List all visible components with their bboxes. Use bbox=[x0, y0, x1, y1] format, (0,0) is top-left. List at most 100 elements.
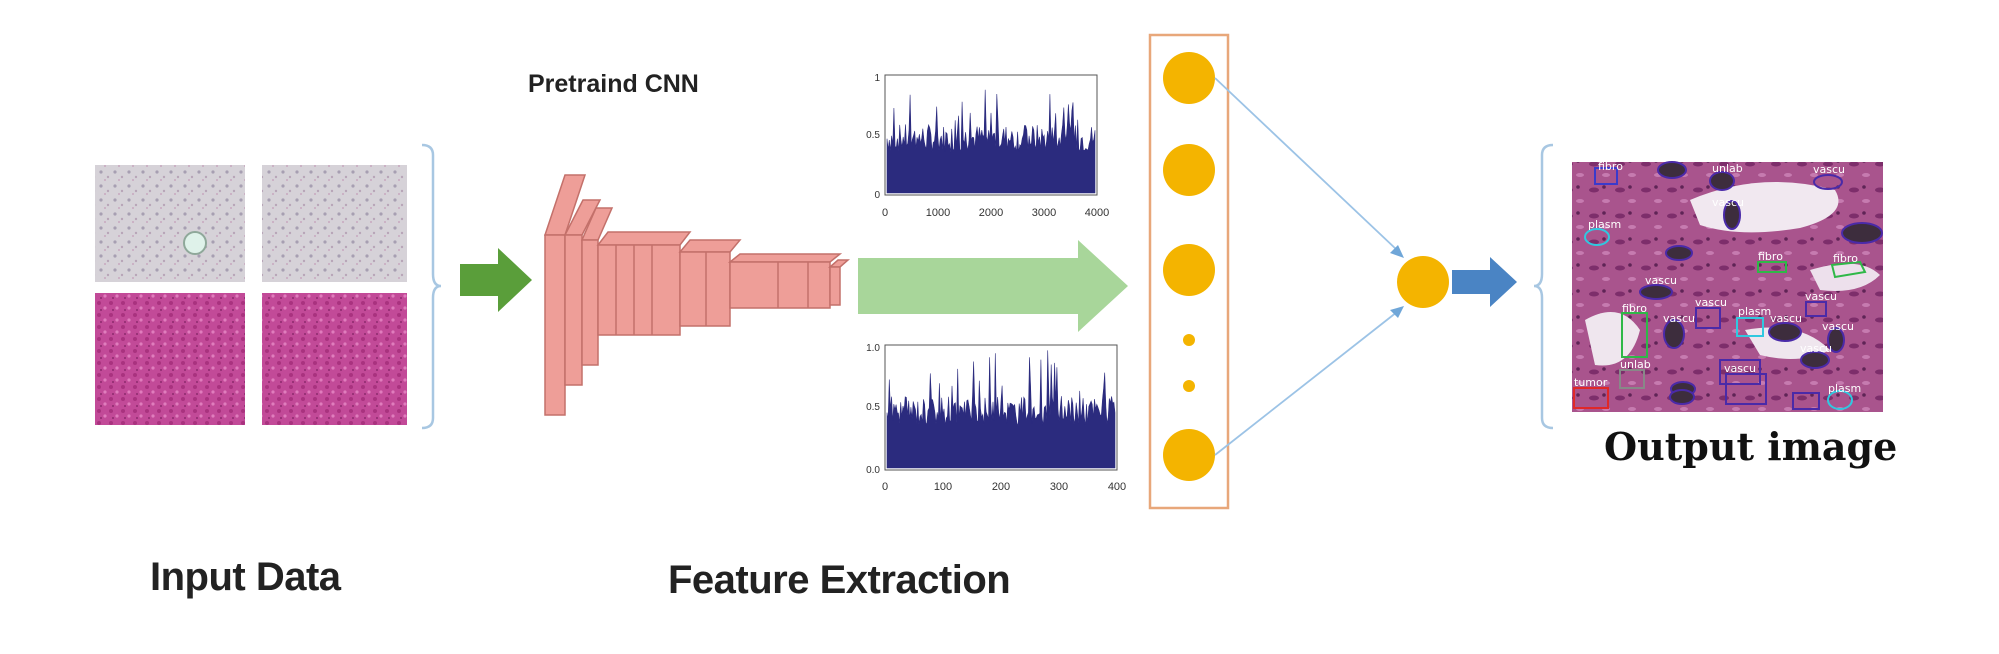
anno-nucleus-4 bbox=[1723, 200, 1741, 230]
anno-label-1: fibro bbox=[1598, 160, 1623, 173]
anno-label-4: vascu bbox=[1712, 196, 1744, 209]
feature-plot-top: 1 0.5 0 0 1000 2000 3000 4000 bbox=[866, 73, 1109, 219]
anno-unlab-1 bbox=[1619, 369, 1645, 389]
tissue-space-2 bbox=[1585, 312, 1640, 366]
cnn-layer-2-face bbox=[564, 234, 583, 386]
neuron-3 bbox=[1163, 244, 1215, 296]
anno-fibro-3 bbox=[1621, 312, 1648, 358]
cnn-layer-5-face bbox=[679, 251, 731, 327]
input-bracket bbox=[421, 143, 442, 430]
cnn-layer-6-face bbox=[729, 261, 831, 309]
cnn-layer-7-face bbox=[829, 266, 841, 306]
plot-top-ytick-2: 0.5 bbox=[866, 130, 880, 141]
cnn-layer-6 bbox=[727, 253, 843, 263]
output-image: fibro unlab vascu vascu plasm fibro fibr… bbox=[1572, 160, 1883, 412]
plot-bottom-ytick-2: 0.5 bbox=[866, 402, 880, 413]
plot-top-ytick-1: 1 bbox=[874, 73, 880, 84]
anno-nucleus-7 bbox=[1639, 284, 1673, 300]
feature-neurons bbox=[1163, 52, 1215, 481]
input-tile-top-left bbox=[95, 165, 245, 282]
anno-label-14: vascu bbox=[1770, 312, 1802, 325]
anno-box-6 bbox=[1792, 392, 1820, 410]
anno-nucleus-13 bbox=[1669, 389, 1695, 405]
connection-arrowhead-top bbox=[1390, 245, 1404, 258]
plot-bottom-xtick-4: 300 bbox=[1050, 481, 1068, 493]
neuron-ellipsis-2 bbox=[1183, 380, 1195, 392]
plot-top-xtick-3: 2000 bbox=[979, 207, 1003, 219]
plot-top-xtick-2: 1000 bbox=[926, 207, 950, 219]
anno-nucleus-11 bbox=[1800, 351, 1830, 369]
anno-nucleus-3 bbox=[1813, 174, 1843, 190]
output-image-label: Output image bbox=[1604, 424, 1898, 469]
anno-label-9: vascu bbox=[1805, 290, 1837, 303]
tissue-space-4 bbox=[1810, 263, 1880, 291]
plot-bottom-xtick-2: 100 bbox=[934, 481, 952, 493]
feature-layer-box bbox=[1148, 33, 1230, 510]
plot-bottom-xtick-5: 400 bbox=[1108, 481, 1126, 493]
cnn-network bbox=[543, 174, 850, 416]
anno-plasm-3 bbox=[1827, 390, 1853, 410]
anno-nucleus-8 bbox=[1663, 319, 1685, 349]
anno-label-12: plasm bbox=[1738, 305, 1771, 318]
anno-label-13: vascu bbox=[1663, 312, 1695, 325]
plot-bottom-signal bbox=[886, 350, 1116, 469]
anno-label-5: plasm bbox=[1588, 218, 1621, 231]
cnn-layer-7 bbox=[828, 259, 850, 268]
cnn-layer-4 bbox=[596, 231, 692, 246]
anno-label-3: vascu bbox=[1813, 163, 1845, 176]
anno-label-6: fibro bbox=[1758, 250, 1783, 263]
anno-label-2: unlab bbox=[1712, 162, 1743, 175]
input-tile-bottom-right bbox=[262, 293, 407, 425]
anno-label-8: vascu bbox=[1645, 274, 1677, 287]
anno-nucleus-5 bbox=[1665, 245, 1693, 261]
cnn-layer-5 bbox=[678, 239, 742, 253]
plot-top-ytick-3: 0 bbox=[874, 190, 880, 201]
anno-label-7: fibro bbox=[1833, 252, 1858, 265]
anno-box-2 bbox=[1695, 307, 1721, 329]
anno-nucleus-6 bbox=[1841, 222, 1883, 244]
plot-top-xtick-1: 0 bbox=[882, 207, 888, 219]
feature-plot-bottom: 1.0 0.5 0.0 0 100 200 300 400 bbox=[866, 343, 1126, 493]
anno-label-16: unlab bbox=[1620, 358, 1651, 371]
anno-label-10: fibro bbox=[1622, 302, 1647, 315]
anno-box-5 bbox=[1725, 373, 1767, 405]
input-data-images bbox=[95, 165, 407, 425]
cnn-layer-4-face bbox=[597, 244, 681, 336]
anno-tumor-1 bbox=[1573, 387, 1609, 409]
neuron-ellipsis-1 bbox=[1183, 334, 1195, 346]
cnn-layer-1-face bbox=[544, 234, 566, 416]
anno-label-19: tumor bbox=[1574, 376, 1608, 389]
neuron-4 bbox=[1163, 429, 1215, 481]
output-neuron bbox=[1397, 256, 1449, 308]
anno-nucleus-9 bbox=[1768, 322, 1802, 342]
plot-top-xtick-5: 4000 bbox=[1085, 207, 1109, 219]
output-arrow bbox=[1452, 257, 1517, 307]
anno-label-20: plasm bbox=[1828, 382, 1861, 395]
input-arrow bbox=[460, 248, 532, 312]
plot-top-xtick-4: 3000 bbox=[1032, 207, 1056, 219]
connections bbox=[1214, 77, 1398, 456]
anno-nucleus-2 bbox=[1709, 171, 1735, 191]
anno-label-11: vascu bbox=[1695, 296, 1727, 309]
anno-plasm-2 bbox=[1736, 317, 1764, 337]
input-data-label: Input Data bbox=[150, 555, 341, 599]
plot-bottom-xtick-1: 0 bbox=[882, 481, 888, 493]
neuron-2 bbox=[1163, 144, 1215, 196]
output-bracket bbox=[1533, 143, 1554, 430]
anno-box-3 bbox=[1805, 301, 1827, 317]
anno-fibro-1 bbox=[1757, 261, 1787, 273]
plot-bottom-ytick-1: 1.0 bbox=[866, 343, 880, 354]
neuron-1 bbox=[1163, 52, 1215, 104]
tissue-space-3 bbox=[1745, 327, 1830, 359]
feature-extraction-label: Feature Extraction bbox=[668, 558, 1011, 602]
cnn-layer-3-face bbox=[581, 239, 599, 366]
feature-arrow bbox=[858, 240, 1128, 332]
anno-fibro-2 bbox=[1830, 260, 1867, 279]
connection-arrowhead-bottom bbox=[1390, 306, 1404, 318]
plot-bottom-xtick-3: 200 bbox=[992, 481, 1010, 493]
anno-nucleus-10 bbox=[1827, 327, 1845, 353]
anno-label-15: vascu bbox=[1822, 320, 1854, 333]
anno-box-1 bbox=[1594, 167, 1618, 185]
plot-bottom-ytick-3: 0.0 bbox=[866, 465, 880, 476]
anno-label-17: vascu bbox=[1800, 342, 1832, 355]
